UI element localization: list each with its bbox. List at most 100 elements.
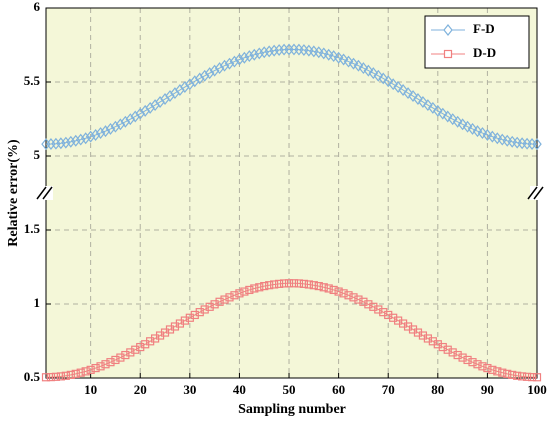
data-point (180, 81, 190, 93)
data-point (349, 293, 358, 302)
data-point (354, 295, 363, 304)
data-point (56, 137, 66, 150)
data-point (527, 373, 537, 382)
data-point (384, 310, 393, 320)
data-point (453, 350, 462, 360)
data-point (116, 353, 125, 362)
data-point (91, 363, 100, 373)
data-point (200, 305, 209, 314)
y-tick-label: 1 (34, 295, 41, 310)
data-point (41, 373, 51, 382)
data-point (368, 67, 379, 80)
data-point (204, 67, 215, 80)
data-point (493, 367, 502, 376)
data-point (270, 280, 279, 289)
data-point (75, 133, 86, 146)
axis-break (42, 186, 53, 200)
y-tick-label: 6 (34, 0, 41, 14)
data-point (379, 308, 388, 317)
data-point (478, 362, 487, 371)
data-point (105, 122, 116, 135)
data-point (46, 373, 56, 382)
data-point (190, 310, 199, 320)
data-point (275, 279, 284, 288)
data-point (388, 78, 398, 91)
y-tick-label: 5 (34, 147, 41, 162)
data-point (343, 55, 354, 68)
data-point (532, 373, 542, 382)
data-point (487, 130, 498, 143)
data-point (199, 69, 210, 82)
data-point (334, 287, 343, 296)
data-point (215, 297, 224, 306)
axis-break (36, 186, 47, 200)
data-point (373, 69, 384, 82)
data-point (229, 55, 240, 68)
x-tick-label: 10 (84, 382, 97, 397)
data-point (220, 295, 229, 304)
data-point (477, 127, 488, 140)
data-point (209, 64, 220, 77)
data-point (61, 371, 70, 380)
data-point (265, 281, 274, 290)
data-point (85, 130, 96, 143)
legend-label: D-D (473, 45, 496, 60)
x-tick-label: 50 (283, 382, 296, 397)
data-point (269, 44, 279, 57)
data-point (423, 334, 432, 343)
data-point (299, 279, 308, 288)
data-point (428, 101, 438, 114)
data-point (458, 353, 467, 362)
data-point (289, 279, 299, 288)
data-point (443, 345, 452, 354)
data-point (358, 62, 369, 75)
data-point (56, 372, 65, 381)
data-point (378, 72, 389, 85)
data-point (205, 302, 214, 311)
data-point (452, 115, 463, 128)
x-axis-label: Sampling number (238, 402, 346, 417)
data-point (255, 283, 264, 292)
y-tick-label: 1.5 (24, 221, 41, 236)
data-point (210, 300, 219, 309)
data-point (115, 118, 126, 131)
data-point (224, 57, 235, 70)
legend-box (424, 15, 530, 69)
data-point (70, 134, 81, 147)
data-point (90, 129, 101, 141)
data-point (249, 48, 260, 61)
data-point (314, 281, 323, 291)
data-point (508, 370, 517, 379)
data-point (194, 72, 205, 85)
data-point (433, 340, 442, 349)
data-point (309, 281, 318, 290)
data-point (130, 110, 141, 123)
data-point (433, 104, 443, 117)
data-point (120, 115, 131, 128)
data-point (230, 291, 239, 300)
data-point (135, 107, 146, 120)
y-tick-label: 5.5 (24, 73, 41, 88)
data-point (146, 337, 155, 346)
data-point (437, 107, 448, 120)
data-point (468, 358, 477, 367)
data-point (319, 283, 328, 292)
y-tick-label: 0.5 (24, 369, 41, 384)
data-point (328, 50, 339, 63)
data-point (338, 53, 349, 66)
data-point (234, 53, 245, 66)
data-point (195, 308, 204, 317)
legend-marker (443, 49, 453, 59)
data-point (418, 96, 428, 108)
data-point (185, 313, 194, 322)
data-point (240, 287, 249, 296)
data-point (423, 99, 433, 112)
data-point (467, 122, 478, 135)
data-point (125, 113, 136, 126)
data-point (408, 90, 418, 103)
legend-label: F-D (473, 21, 495, 36)
data-point (66, 135, 76, 148)
data-point (80, 132, 91, 145)
data-point (389, 313, 398, 322)
x-tick-label: 40 (233, 382, 246, 397)
